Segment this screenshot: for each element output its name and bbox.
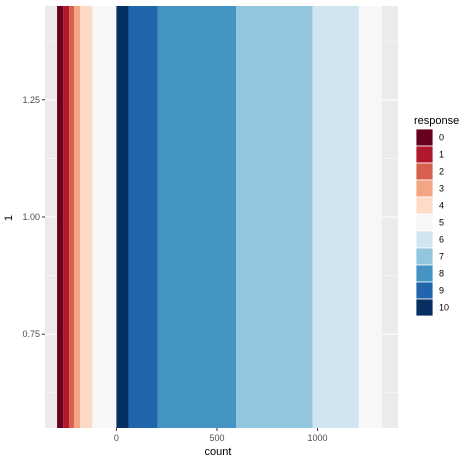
- x-tick-label: 0: [114, 433, 119, 443]
- legend-label-1: 1: [439, 150, 444, 160]
- legend: response 0 1 2 3 4 5 6 7 8 9 10: [414, 115, 459, 317]
- x-tick-label: 500: [209, 433, 224, 443]
- y-tick-label: 0.75: [22, 329, 40, 339]
- legend-key-0: [415, 128, 434, 147]
- legend-label-5: 5: [439, 218, 444, 228]
- legend-label-7: 7: [439, 252, 444, 262]
- bar-segment-10: [116, 6, 129, 428]
- bar-segment-9: [128, 6, 158, 428]
- legend-key-6: [415, 230, 434, 249]
- legend-key-2: [415, 162, 434, 181]
- x-axis: 0 500 1000: [114, 428, 328, 443]
- y-tick-label: 1.25: [22, 95, 40, 105]
- legend-label-3: 3: [439, 184, 444, 194]
- legend-key-1: [415, 145, 434, 164]
- bar-segment-5: [92, 6, 117, 428]
- legend-key-5: [415, 213, 434, 232]
- legend-label-4: 4: [439, 201, 444, 211]
- bar-segment-7: [236, 6, 313, 428]
- legend-title: response: [414, 115, 459, 127]
- legend-label-8: 8: [439, 269, 444, 279]
- legend-key-9: [415, 281, 434, 300]
- bar-segment-2: [69, 6, 75, 428]
- legend-label-2: 2: [439, 167, 444, 177]
- bar-segment-3: [74, 6, 81, 428]
- bar-segment-1: [63, 6, 70, 428]
- bar-segment-0: [57, 6, 64, 428]
- legend-label-9: 9: [439, 286, 444, 296]
- x-axis-title: count: [205, 446, 232, 458]
- bar-segment-6: [312, 6, 359, 428]
- legend-key-10: [415, 298, 434, 317]
- legend-key-8: [415, 264, 434, 283]
- y-tick-label: 1.00: [22, 212, 40, 222]
- legend-label-10: 10: [439, 303, 449, 313]
- legend-key-7: [415, 247, 434, 266]
- x-tick-label: 1000: [308, 433, 328, 443]
- bar-segment-5: [358, 6, 382, 428]
- legend-key-4: [415, 196, 434, 215]
- legend-label-0: 0: [439, 133, 444, 143]
- y-axis-title: 1: [3, 215, 15, 221]
- bar-segment-8: [157, 6, 237, 428]
- legend-label-6: 6: [439, 235, 444, 245]
- bar-segment-4: [80, 6, 93, 428]
- legend-key-3: [415, 179, 434, 198]
- plot-panel: [45, 6, 398, 428]
- y-axis: 0.75 1.00 1.25: [22, 95, 45, 339]
